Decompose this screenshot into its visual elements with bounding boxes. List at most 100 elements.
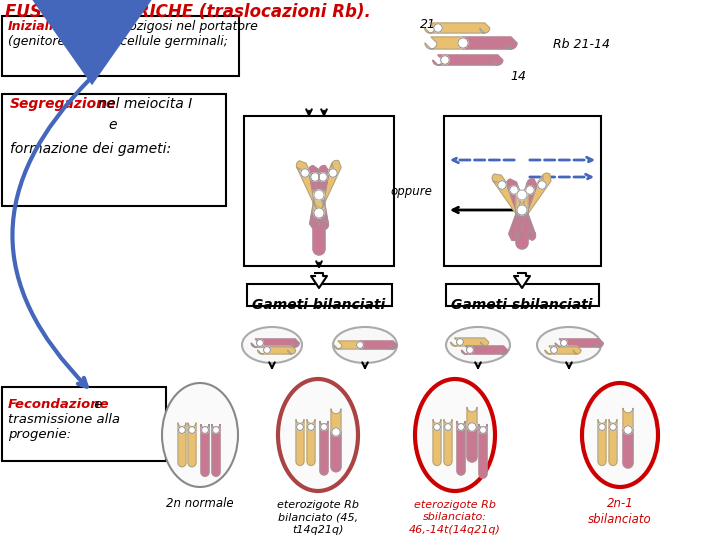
Polygon shape [311,273,327,288]
Polygon shape [425,37,463,49]
Polygon shape [314,171,338,208]
Text: Rb 21-14: Rb 21-14 [553,38,610,51]
Text: Gameti sbilanciati: Gameti sbilanciati [451,298,593,312]
Circle shape [598,423,606,430]
Polygon shape [516,188,528,210]
Polygon shape [438,23,490,33]
Text: 14: 14 [510,70,526,83]
Polygon shape [538,173,551,188]
Text: progenie:: progenie: [8,428,71,441]
Polygon shape [296,427,304,465]
Text: 21: 21 [420,18,436,31]
Circle shape [510,186,518,194]
Text: formazione dei gameti:: formazione dei gameti: [10,142,171,156]
Circle shape [433,24,442,32]
Polygon shape [300,171,324,208]
Polygon shape [318,165,329,178]
Polygon shape [307,420,315,427]
Circle shape [297,423,303,430]
FancyBboxPatch shape [2,16,239,76]
Polygon shape [201,424,209,430]
Polygon shape [331,409,341,432]
Polygon shape [307,427,315,465]
Circle shape [445,423,451,430]
Polygon shape [498,182,526,217]
Polygon shape [457,421,465,427]
Polygon shape [526,179,537,192]
Polygon shape [433,420,441,427]
Circle shape [433,423,441,430]
Polygon shape [313,189,325,213]
Text: eterozigote Rb
bilanciato (45,
t14q21q): eterozigote Rb bilanciato (45, t14q21q) [277,500,359,535]
Polygon shape [331,432,341,472]
Polygon shape [320,421,328,427]
Polygon shape [360,341,397,349]
Circle shape [498,181,506,189]
Polygon shape [623,408,633,430]
Polygon shape [463,37,517,49]
Circle shape [189,427,195,434]
Text: trasmissione alla: trasmissione alla [8,413,120,426]
Circle shape [356,342,364,348]
Polygon shape [564,339,603,347]
Polygon shape [178,430,186,467]
Polygon shape [178,423,186,430]
Text: Gameti bilanciati: Gameti bilanciati [253,298,386,312]
Circle shape [480,427,487,434]
Circle shape [202,427,208,434]
Polygon shape [554,346,581,354]
Polygon shape [518,182,546,218]
Text: FUSIONI CENTRICHE (traslocazioni Rb).: FUSIONI CENTRICHE (traslocazioni Rb). [5,3,371,21]
Circle shape [456,339,464,346]
Polygon shape [444,427,452,465]
Polygon shape [297,161,310,175]
Circle shape [624,426,632,434]
FancyBboxPatch shape [444,116,601,266]
Polygon shape [451,338,460,346]
FancyBboxPatch shape [446,284,599,306]
Polygon shape [328,160,341,175]
Text: 2n normale: 2n normale [166,497,234,510]
FancyBboxPatch shape [247,284,392,306]
Circle shape [517,190,527,200]
Polygon shape [445,55,503,65]
Circle shape [212,427,220,434]
Text: e: e [109,118,117,132]
Polygon shape [507,179,518,192]
Text: e: e [90,398,102,411]
Text: : in eterozigosi nel portatore: : in eterozigosi nel portatore [80,20,258,33]
Circle shape [458,38,468,48]
Ellipse shape [242,327,302,363]
Polygon shape [555,339,564,347]
Polygon shape [258,346,267,354]
Circle shape [320,423,328,430]
Polygon shape [470,346,508,354]
Polygon shape [433,55,445,65]
Polygon shape [514,273,530,288]
Polygon shape [320,427,328,475]
Polygon shape [509,188,536,240]
Circle shape [441,56,449,64]
Circle shape [264,347,271,353]
Circle shape [301,168,310,177]
Polygon shape [467,427,477,462]
FancyBboxPatch shape [2,94,226,206]
Circle shape [311,173,319,181]
Polygon shape [433,427,441,465]
Polygon shape [516,210,528,249]
Circle shape [319,173,328,181]
Polygon shape [310,176,328,230]
Polygon shape [425,23,438,33]
Circle shape [329,168,337,177]
Circle shape [517,205,527,215]
FancyBboxPatch shape [244,116,394,266]
Polygon shape [623,430,633,468]
Polygon shape [201,430,209,476]
Ellipse shape [278,379,358,491]
Ellipse shape [333,327,397,363]
Circle shape [468,423,476,431]
Circle shape [256,340,264,346]
Polygon shape [260,339,300,347]
Polygon shape [296,420,304,427]
Circle shape [561,340,567,346]
